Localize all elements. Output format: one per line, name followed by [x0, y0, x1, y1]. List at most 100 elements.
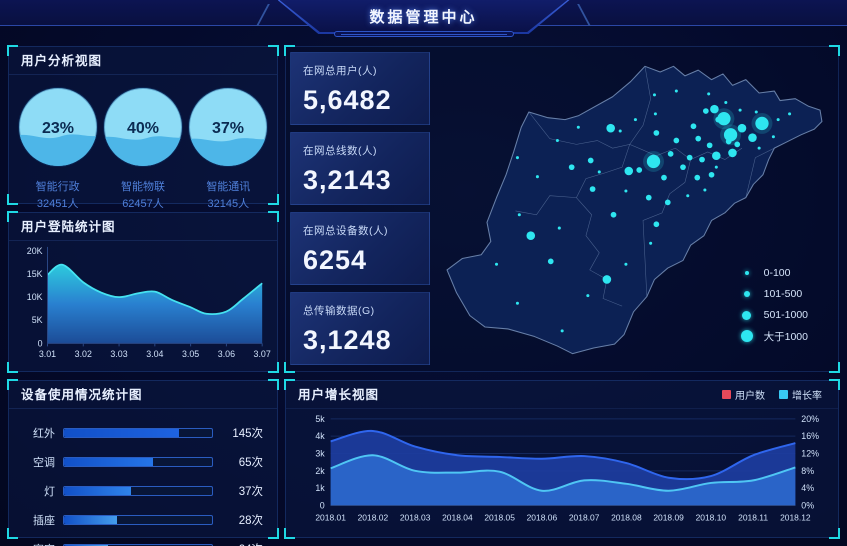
map-dot[interactable] [597, 170, 601, 174]
map-dot[interactable] [653, 112, 657, 116]
map-dot[interactable] [515, 301, 519, 305]
map-dot[interactable] [757, 146, 761, 150]
map-dot[interactable] [652, 93, 656, 97]
map-dot[interactable] [653, 130, 660, 136]
map-dot[interactable] [589, 186, 596, 192]
map-dot[interactable] [636, 167, 643, 173]
map-dot[interactable] [690, 123, 697, 130]
stat-card-0: 在网总用户(人) 5,6482 [290, 52, 430, 125]
map-dot[interactable] [618, 129, 622, 133]
map-dot[interactable] [723, 128, 738, 142]
map-dot[interactable] [610, 211, 617, 218]
map-dot[interactable] [624, 166, 634, 176]
map-dot[interactable] [673, 137, 680, 144]
map-dot[interactable] [712, 151, 721, 161]
map-dot[interactable] [737, 123, 747, 133]
map-dot[interactable] [788, 112, 792, 116]
map-dot[interactable] [728, 148, 737, 158]
gauge-group[interactable]: 23% 智能行政 32451人 40% 智能物联 62457人 37% 智能通讯 32145人 [9, 75, 277, 211]
svg-text:2018.08: 2018.08 [611, 512, 642, 522]
login-area-chart[interactable]: 0 5K 10K 15K 20K 3.01 3.02 3.03 3.04 3.05 3.06 3.07 [9, 241, 279, 371]
header-underline-decoration [333, 31, 514, 37]
map-dot[interactable] [724, 100, 728, 105]
region-map[interactable]: 0-100 101-500 501-1000 大于1000 [432, 53, 836, 367]
bar-row-2[interactable]: 灯 37次 [19, 483, 263, 499]
svg-text:0: 0 [320, 500, 325, 510]
map-dot[interactable] [717, 111, 731, 126]
map-dot[interactable] [633, 118, 637, 122]
map-dot[interactable] [649, 241, 653, 245]
map-dot[interactable] [776, 118, 780, 122]
gauge-count: 62457人 [122, 198, 164, 210]
map-legend-row-2: 501-1000 [740, 308, 808, 322]
map-dot[interactable] [699, 156, 705, 163]
map-dot[interactable] [515, 156, 519, 160]
growth-legend-item-0[interactable]: 用户数 [722, 387, 765, 402]
map-dot[interactable] [602, 275, 612, 284]
map-dot[interactable] [526, 231, 536, 240]
svg-text:2k: 2k [315, 466, 325, 476]
bar-row-1[interactable]: 空调 65次 [19, 454, 263, 470]
map-dot[interactable] [710, 104, 719, 114]
map-dot[interactable] [555, 139, 559, 143]
map-dot[interactable] [748, 133, 757, 142]
bar-row-4[interactable]: 窗帘 24次 [19, 541, 263, 546]
map-dot[interactable] [707, 92, 711, 96]
map-legend-dot-icon [742, 310, 752, 320]
growth-legend-item-1[interactable]: 增长率 [779, 387, 822, 402]
map-dot[interactable] [661, 174, 667, 181]
map-dot[interactable] [734, 141, 741, 148]
gauge-circle-icon: 37% [188, 87, 269, 167]
stat-card-label: 在网总设备数(人) [303, 225, 388, 237]
map-dot[interactable] [587, 157, 594, 164]
map-dot[interactable] [646, 154, 661, 169]
map-dot[interactable] [547, 258, 554, 265]
map-dot[interactable] [586, 294, 590, 298]
map-dot[interactable] [694, 174, 701, 181]
map-dot[interactable] [535, 175, 539, 179]
map-dot[interactable] [771, 135, 775, 139]
map-dot[interactable] [680, 164, 686, 171]
map-legend-label: 501-1000 [763, 309, 808, 321]
gauge-2[interactable]: 37% 智能通讯 32145人 [186, 85, 270, 211]
bar-row-3[interactable]: 插座 28次 [19, 512, 263, 528]
map-dot[interactable] [725, 138, 732, 145]
map-dot[interactable] [645, 194, 652, 201]
map-dot[interactable] [606, 123, 615, 133]
gauge-1[interactable]: 40% 智能物联 62457人 [101, 85, 185, 211]
map-legend-dot-icon [743, 291, 750, 297]
map-dot[interactable] [714, 165, 718, 169]
map-dot[interactable] [686, 154, 693, 161]
map-dot[interactable] [738, 108, 742, 112]
map-dot[interactable] [557, 226, 561, 230]
map-dot[interactable] [664, 199, 671, 206]
map-dot[interactable] [695, 135, 702, 142]
map-dot[interactable] [755, 116, 769, 131]
svg-text:15K: 15K [27, 269, 43, 279]
map-svg[interactable] [432, 53, 836, 367]
map-dot[interactable] [706, 142, 713, 149]
map-dot[interactable] [708, 171, 715, 178]
map-dot[interactable] [754, 110, 758, 114]
map-dot[interactable] [702, 108, 709, 114]
growth-area-chart[interactable]: 0 1k 2k 3k 4k 5k 0% 4% 8% 12% 16% 20% 2018.01 2018.02… [286, 409, 840, 537]
map-dot[interactable] [667, 151, 674, 157]
growth-chart-legend[interactable]: 用户数 增长率 [722, 387, 826, 402]
svg-text:16%: 16% [801, 431, 819, 441]
map-dot[interactable] [624, 189, 628, 193]
bar-row-0[interactable]: 红外 145次 [19, 425, 263, 441]
gauge-0[interactable]: 23% 智能行政 32451人 [16, 85, 100, 211]
map-dot[interactable] [576, 125, 580, 129]
map-dot[interactable] [703, 188, 707, 192]
map-dot[interactable] [517, 213, 521, 217]
map-dot[interactable] [674, 89, 678, 93]
map-dot[interactable] [568, 164, 575, 171]
map-dot[interactable] [624, 262, 628, 266]
map-dot[interactable] [715, 116, 722, 123]
svg-text:2018.01: 2018.01 [315, 512, 346, 522]
map-dot[interactable] [560, 329, 564, 333]
map-dot[interactable] [653, 221, 660, 228]
map-dot[interactable] [686, 194, 690, 198]
map-dot[interactable] [494, 262, 499, 266]
